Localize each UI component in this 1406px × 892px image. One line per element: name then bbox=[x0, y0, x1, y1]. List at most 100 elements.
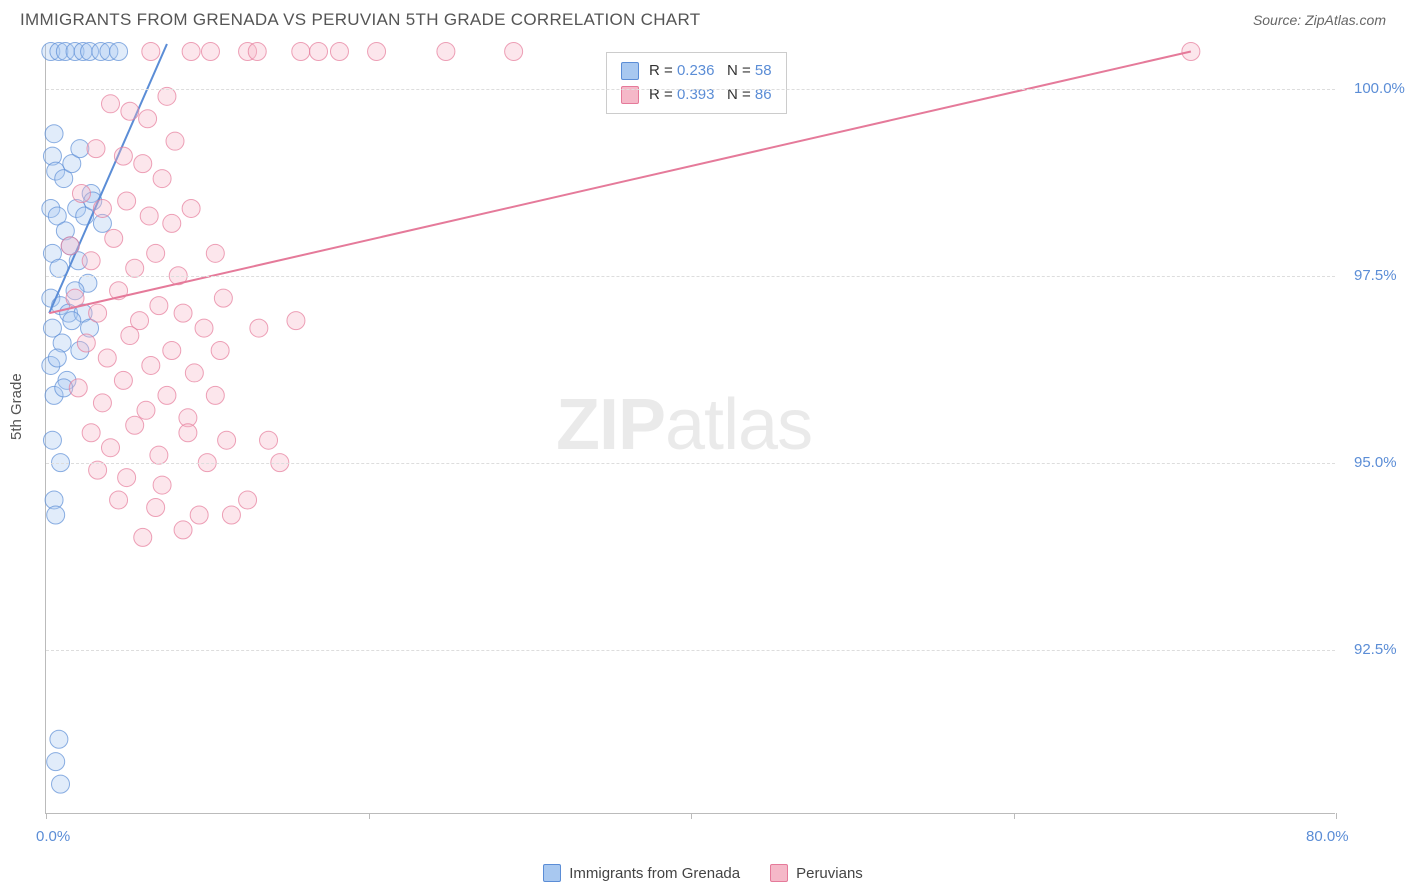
scatter-point bbox=[110, 491, 128, 509]
scatter-point bbox=[102, 439, 120, 457]
legend-bottom: Immigrants from Grenada Peruvians bbox=[0, 864, 1406, 882]
scatter-point bbox=[114, 147, 132, 165]
scatter-point bbox=[368, 42, 386, 60]
scatter-point bbox=[105, 229, 123, 247]
scatter-point bbox=[218, 431, 236, 449]
ytick-label: 100.0% bbox=[1354, 80, 1405, 97]
legend-label: Immigrants from Grenada bbox=[569, 865, 740, 882]
scatter-point bbox=[142, 42, 160, 60]
source-label: Source: ZipAtlas.com bbox=[1253, 12, 1386, 28]
scatter-point bbox=[211, 342, 229, 360]
xtick bbox=[1336, 813, 1337, 819]
scatter-point bbox=[118, 192, 136, 210]
scatter-point bbox=[1182, 42, 1200, 60]
stats-row: R = 0.393 N = 86 bbox=[621, 83, 772, 107]
chart-plot-area: ZIPatlas R = 0.236 N = 58R = 0.393 N = 8… bbox=[45, 44, 1335, 814]
y-axis-label: 5th Grade bbox=[8, 373, 25, 440]
scatter-point bbox=[250, 319, 268, 337]
scatter-point bbox=[48, 349, 66, 367]
gridline bbox=[46, 463, 1335, 464]
scatter-point bbox=[505, 42, 523, 60]
scatter-point bbox=[142, 356, 160, 374]
scatter-point bbox=[69, 379, 87, 397]
scatter-point bbox=[190, 506, 208, 524]
scatter-point bbox=[201, 42, 219, 60]
scatter-point bbox=[206, 244, 224, 262]
scatter-point bbox=[82, 252, 100, 270]
scatter-point bbox=[110, 42, 128, 60]
scatter-point bbox=[134, 528, 152, 546]
gridline bbox=[46, 650, 1335, 651]
scatter-point bbox=[45, 125, 63, 143]
scatter-point bbox=[71, 140, 89, 158]
scatter-point bbox=[121, 102, 139, 120]
scatter-point bbox=[47, 753, 65, 771]
scatter-point bbox=[134, 155, 152, 173]
xtick bbox=[1014, 813, 1015, 819]
chart-title: IMMIGRANTS FROM GRENADA VS PERUVIAN 5TH … bbox=[20, 10, 700, 30]
stats-text: R = 0.393 N = 86 bbox=[649, 83, 772, 107]
scatter-point bbox=[214, 289, 232, 307]
swatch-icon bbox=[770, 864, 788, 882]
xtick bbox=[46, 813, 47, 819]
scatter-point bbox=[89, 461, 107, 479]
scatter-point bbox=[72, 185, 90, 203]
scatter-point bbox=[174, 521, 192, 539]
scatter-point bbox=[126, 259, 144, 277]
scatter-point bbox=[140, 207, 158, 225]
scatter-point bbox=[139, 110, 157, 128]
scatter-point bbox=[174, 304, 192, 322]
scatter-point bbox=[292, 42, 310, 60]
scatter-svg bbox=[46, 44, 1335, 813]
scatter-point bbox=[114, 371, 132, 389]
ytick-label: 92.5% bbox=[1354, 641, 1397, 658]
gridline bbox=[46, 89, 1335, 90]
scatter-point bbox=[163, 342, 181, 360]
swatch-icon bbox=[621, 62, 639, 80]
scatter-point bbox=[63, 312, 81, 330]
scatter-point bbox=[137, 401, 155, 419]
scatter-point bbox=[158, 87, 176, 105]
scatter-point bbox=[77, 334, 95, 352]
legend-label: Peruvians bbox=[796, 865, 863, 882]
scatter-point bbox=[118, 469, 136, 487]
xtick-label: 0.0% bbox=[36, 828, 70, 845]
stats-legend-box: R = 0.236 N = 58R = 0.393 N = 86 bbox=[606, 52, 787, 114]
ytick-label: 97.5% bbox=[1354, 267, 1397, 284]
scatter-point bbox=[126, 416, 144, 434]
ytick-label: 95.0% bbox=[1354, 454, 1397, 471]
scatter-point bbox=[182, 199, 200, 217]
scatter-point bbox=[150, 297, 168, 315]
scatter-point bbox=[437, 42, 455, 60]
stats-row: R = 0.236 N = 58 bbox=[621, 59, 772, 83]
scatter-point bbox=[50, 730, 68, 748]
xtick-label: 80.0% bbox=[1306, 828, 1349, 845]
legend-item: Immigrants from Grenada bbox=[543, 864, 740, 882]
scatter-point bbox=[66, 289, 84, 307]
scatter-point bbox=[121, 327, 139, 345]
scatter-point bbox=[43, 431, 61, 449]
scatter-point bbox=[182, 42, 200, 60]
xtick bbox=[369, 813, 370, 819]
scatter-point bbox=[82, 424, 100, 442]
scatter-point bbox=[222, 506, 240, 524]
legend-item: Peruvians bbox=[770, 864, 863, 882]
scatter-point bbox=[150, 446, 168, 464]
scatter-point bbox=[179, 424, 197, 442]
scatter-point bbox=[310, 42, 328, 60]
scatter-point bbox=[102, 95, 120, 113]
scatter-point bbox=[153, 170, 171, 188]
scatter-point bbox=[260, 431, 278, 449]
scatter-point bbox=[166, 132, 184, 150]
gridline bbox=[46, 276, 1335, 277]
scatter-point bbox=[93, 394, 111, 412]
scatter-point bbox=[98, 349, 116, 367]
scatter-point bbox=[47, 506, 65, 524]
scatter-point bbox=[239, 491, 257, 509]
scatter-point bbox=[61, 237, 79, 255]
scatter-point bbox=[287, 312, 305, 330]
scatter-point bbox=[330, 42, 348, 60]
scatter-point bbox=[147, 244, 165, 262]
scatter-point bbox=[195, 319, 213, 337]
xtick bbox=[691, 813, 692, 819]
